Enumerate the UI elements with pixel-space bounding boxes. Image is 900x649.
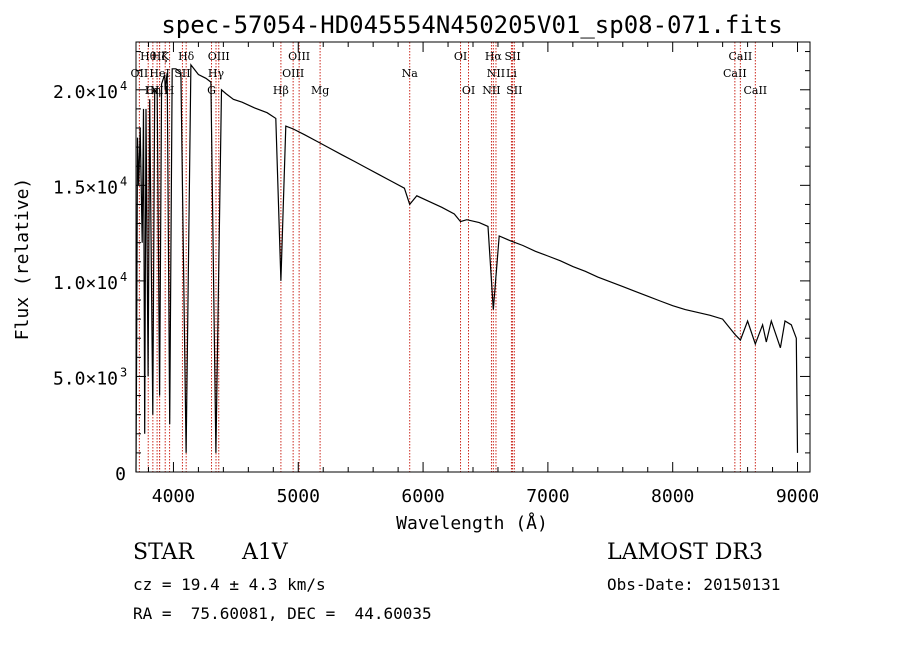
- y-tick-label-2: 1.0×10: [53, 273, 118, 294]
- spectrum-line: [135, 63, 799, 473]
- emission-line-label-25: Li: [506, 67, 517, 80]
- x-tick-label-3: 7000: [526, 486, 569, 507]
- emission-line-label-9: Hδ: [178, 50, 195, 63]
- emission-line-label-14: OIII: [282, 67, 304, 80]
- x-axis-label: Wavelength (Å): [396, 512, 548, 534]
- y-tick-label-3: 1.5×10: [53, 177, 118, 198]
- emission-line-label-5: Hζ: [152, 50, 168, 63]
- emission-line-label-27: CaII: [723, 67, 747, 80]
- emission-line-label-26: CaII: [729, 50, 753, 63]
- x-axis-ticks: 4000 5000 6000 7000 8000 9000: [147, 42, 819, 507]
- emission-line-markers: [138, 42, 756, 472]
- y-tick-exponent-4: 4: [120, 79, 127, 93]
- emission-line-label-20: Hα: [485, 50, 503, 63]
- emission-line-label-12: OIII: [208, 50, 230, 63]
- x-tick-label-5: 9000: [776, 486, 819, 507]
- emission-line-label-22: NII: [482, 84, 500, 97]
- object-subclass: A1V: [242, 540, 288, 565]
- y-tick-exponent-2: 4: [120, 270, 127, 284]
- emission-line-label-11: Hγ: [208, 67, 225, 80]
- y-tick-label-1: 5.0×10: [53, 368, 118, 389]
- emission-line-labels: OIIHθHηOIIIHeIHζKHSIIHδGHγOIIIHβOIIIOIII…: [131, 50, 768, 97]
- emission-line-label-7: H: [165, 84, 175, 97]
- chart-title: spec-57054-HD045554N450205V01_sp08-071.f…: [161, 11, 782, 39]
- y-tick-label-4: 2.0×10: [53, 82, 118, 103]
- x-tick-label-1: 5000: [277, 486, 320, 507]
- coordinates: RA = 75.60081, DEC = 44.60035: [133, 604, 432, 623]
- emission-line-label-13: Hβ: [273, 84, 289, 97]
- emission-line-label-16: Mg: [311, 84, 329, 97]
- redshift-value: cz = 19.4 ± 4.3 km/s: [133, 575, 326, 594]
- emission-line-label-18: OI: [454, 50, 467, 63]
- x-tick-label-0: 4000: [152, 486, 195, 507]
- emission-line-label-17: Na: [402, 67, 419, 80]
- object-class: STAR: [133, 540, 194, 565]
- emission-line-label-0: OII: [131, 67, 149, 80]
- x-tick-label-4: 8000: [651, 486, 694, 507]
- emission-line-label-6: K: [161, 50, 170, 63]
- survey-name: LAMOST DR3: [607, 540, 763, 565]
- plot-frame: [135, 41, 811, 473]
- emission-line-label-3: OIII: [146, 84, 168, 97]
- y-axis-ticks: 05.0×10 31.0×10 41.5×10 42.0×10 4: [53, 51, 810, 485]
- y-tick-label-0: 0: [115, 464, 126, 485]
- x-tick-label-2: 6000: [401, 486, 444, 507]
- y-tick-exponent-1: 3: [120, 365, 127, 379]
- emission-line-label-21: NII: [487, 67, 505, 80]
- obs-date: Obs-Date: 20150131: [607, 575, 781, 594]
- y-axis-label: Flux (relative): [12, 178, 33, 341]
- emission-line-label-15: OIII: [288, 50, 310, 63]
- emission-line-label-19: OI: [462, 84, 475, 97]
- emission-line-label-1: Hθ: [140, 50, 157, 63]
- emission-line-label-28: CaII: [743, 84, 767, 97]
- y-tick-exponent-3: 4: [120, 174, 127, 188]
- emission-line-label-24: SII: [506, 84, 522, 97]
- emission-line-label-23: SII: [504, 50, 520, 63]
